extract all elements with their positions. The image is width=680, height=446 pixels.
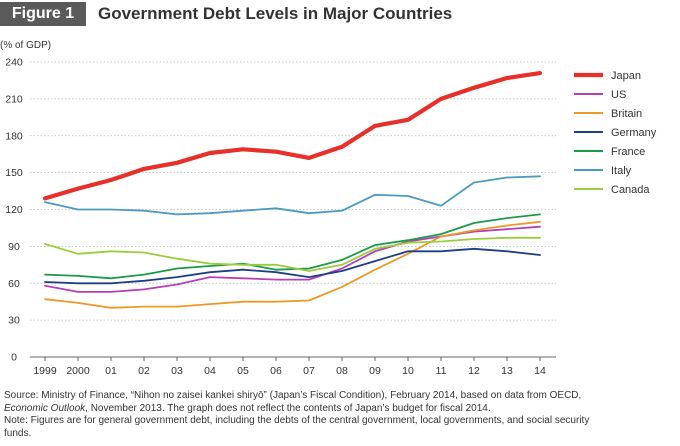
x-tick-label: 06	[270, 365, 282, 377]
y-tick-label: 30	[8, 315, 20, 327]
legend-label-us: US	[611, 89, 626, 101]
series-line-canada	[44, 236, 541, 272]
legend-label-italy: Italy	[611, 165, 632, 177]
source-line-2-rest: , November 2013. The graph does not refl…	[85, 402, 491, 414]
y-tick-label: 90	[8, 241, 20, 253]
x-tick-label: 2000	[66, 365, 90, 377]
x-tick-label: 13	[501, 365, 513, 377]
x-tick-label: 04	[204, 365, 216, 377]
series-line-italy	[44, 175, 541, 216]
series-line-britain	[44, 220, 541, 309]
source-line-1: Source: Ministry of Finance, “Nihon no z…	[4, 390, 582, 401]
x-tick-label: 01	[105, 365, 117, 377]
y-tick-label: 0	[11, 352, 17, 364]
x-tick-label: 05	[237, 365, 249, 377]
series-line-germany	[44, 247, 541, 285]
figure-footer: Source: Ministry of Finance, “Nihon no z…	[4, 390, 672, 440]
x-tick-label: 02	[138, 365, 150, 377]
x-tick-label: 03	[171, 365, 183, 377]
figure-title: Government Debt Levels in Major Countrie…	[98, 4, 453, 23]
y-axis-label: (% of GDP)	[0, 40, 51, 51]
y-tick-label: 150	[5, 167, 23, 179]
note-line-1: Note: Figures are for general government…	[4, 415, 590, 426]
series-line-japan	[42, 70, 543, 201]
x-tick-label: 07	[303, 365, 315, 377]
source-line-2: Economic Outlook, November 2013. The gra…	[4, 403, 672, 416]
y-tick-label: 180	[5, 130, 23, 142]
x-tick-label: 1999	[33, 365, 57, 377]
chart-area: (% of GDP) 0 30 60 90 120 150 180 210 240 1999 2000…	[0, 32, 680, 384]
legend-label-germany: Germany	[611, 127, 657, 139]
legend-label-canada: Canada	[611, 184, 650, 196]
legend-label-japan: Japan	[611, 70, 641, 82]
x-tick-label: 09	[369, 365, 381, 377]
y-tick-label: 120	[5, 204, 23, 216]
figure-badge: Figure 1	[0, 2, 86, 26]
y-tick-label: 240	[5, 57, 23, 69]
y-tick-label: 60	[8, 278, 20, 290]
figure-header: Figure 1 Government Debt Levels in Major…	[0, 0, 680, 30]
note-line-2: funds.	[4, 427, 32, 439]
legend-label-britain: Britain	[611, 108, 642, 120]
x-tick-label: 12	[468, 365, 480, 377]
series-line-france	[44, 213, 541, 280]
x-tick-label: 08	[336, 365, 348, 377]
x-tick-label: 10	[402, 365, 414, 377]
x-tick-label: 14	[534, 365, 546, 377]
legend-label-france: France	[611, 146, 645, 158]
source-publication: Economic Outlook	[4, 402, 86, 414]
y-tick-label: 210	[5, 93, 23, 105]
x-tick-label: 11	[436, 365, 447, 377]
